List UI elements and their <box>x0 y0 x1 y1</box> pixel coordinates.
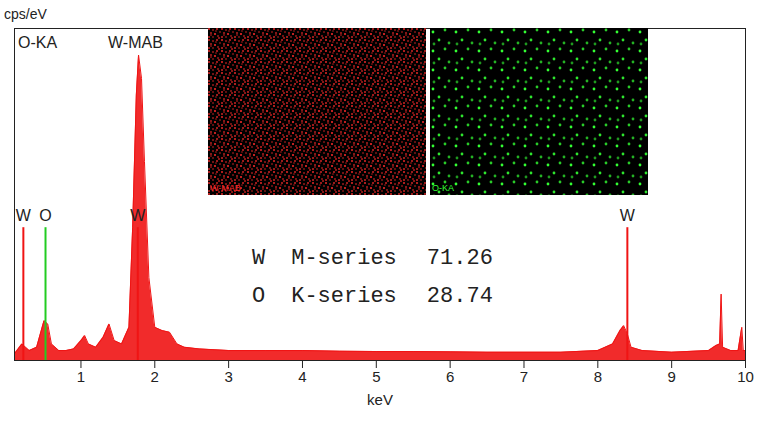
html-text:O-KA: O-KA <box>18 34 58 51</box>
svg-text:W: W <box>620 207 636 224</box>
html-text:cps/eV: cps/eV <box>4 6 47 22</box>
svg-text:7: 7 <box>520 368 528 385</box>
svg-text:6: 6 <box>446 368 454 385</box>
html-text:W-MAB: W-MAB <box>210 183 241 193</box>
html-text:O: O <box>252 284 266 309</box>
svg-text:O: O <box>39 207 51 224</box>
html-text:W: W <box>252 246 266 271</box>
svg-text:keV: keV <box>367 391 393 408</box>
svg-text:W: W <box>130 207 146 224</box>
html-text:K-series: K-series <box>291 284 397 309</box>
svg-text:8: 8 <box>594 368 602 385</box>
svg-text:9: 9 <box>667 368 675 385</box>
html-text:71.26: 71.26 <box>426 246 493 271</box>
svg-text:4: 4 <box>298 368 306 385</box>
html-text:M-series: M-series <box>291 246 397 271</box>
svg-text:W: W <box>16 207 32 224</box>
svg-text:2: 2 <box>151 368 159 385</box>
html-text:W-MAB: W-MAB <box>108 34 163 51</box>
html-text:O-KA: O-KA <box>432 183 454 193</box>
html-text:28.74: 28.74 <box>426 284 493 309</box>
svg-text:5: 5 <box>372 368 380 385</box>
svg-text:10: 10 <box>737 368 754 385</box>
svg-text:1: 1 <box>77 368 85 385</box>
svg-text:3: 3 <box>224 368 232 385</box>
